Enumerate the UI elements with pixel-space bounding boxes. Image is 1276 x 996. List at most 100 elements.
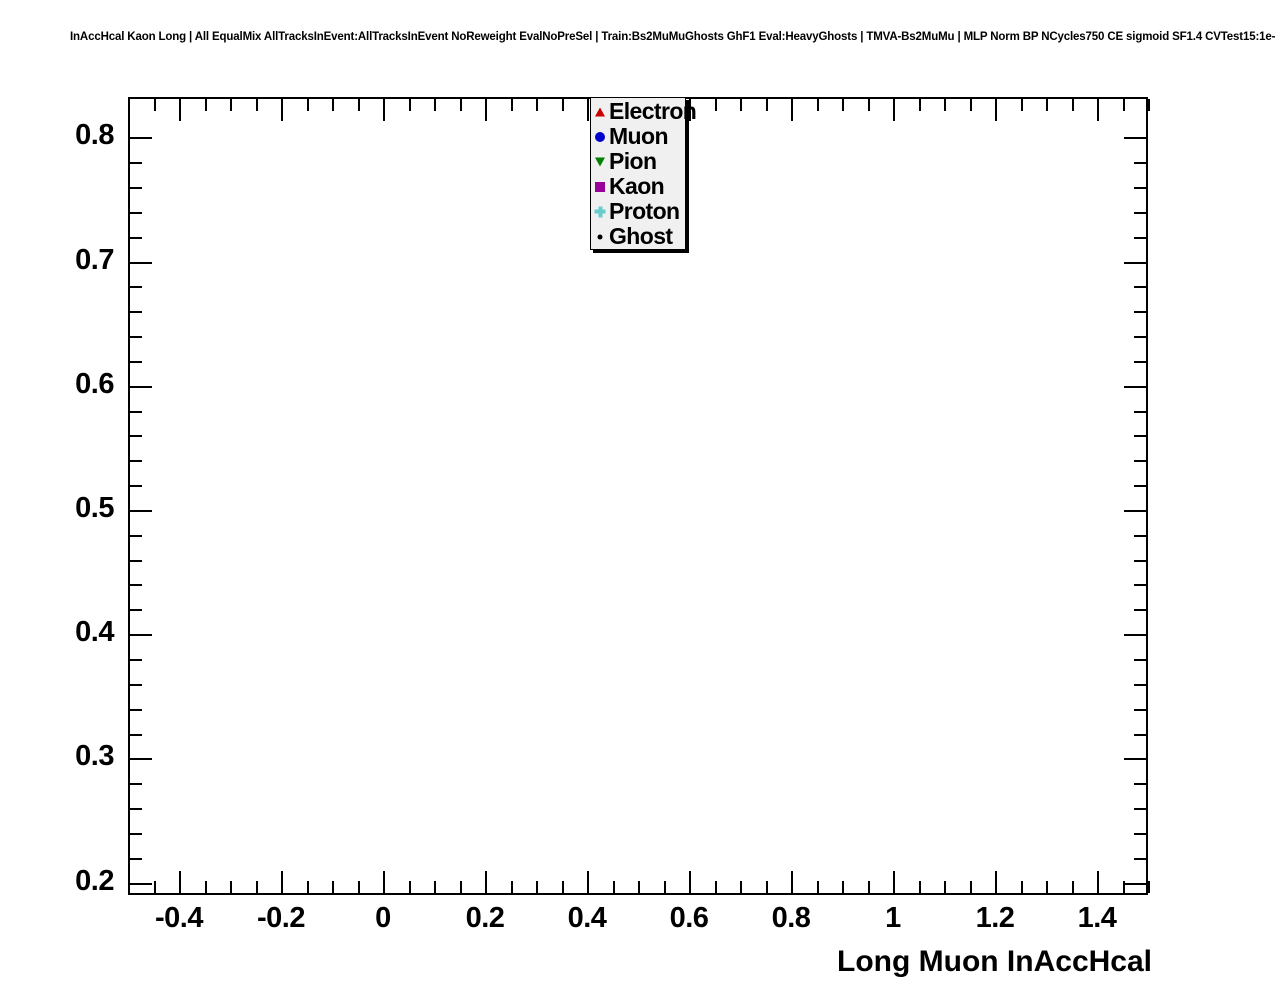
x-tick-minor bbox=[1020, 99, 1023, 111]
y-tick-major bbox=[130, 882, 152, 885]
y-tick-minor bbox=[130, 435, 142, 438]
x-tick-major bbox=[893, 871, 895, 893]
x-tick-minor bbox=[714, 881, 717, 893]
y-tick-major bbox=[1124, 758, 1146, 761]
y-tick-minor bbox=[130, 410, 142, 413]
y-tick-label: 0.6 bbox=[75, 367, 114, 400]
y-tick-major bbox=[130, 758, 152, 761]
legend-box[interactable]: Electron Muon Pion Kaon Proton Ghost bbox=[590, 97, 697, 250]
legend-entry-ghost[interactable]: Ghost bbox=[591, 223, 685, 249]
y-tick-major bbox=[1124, 634, 1146, 637]
y-tick-minor bbox=[130, 708, 142, 711]
y-tick-minor bbox=[1134, 360, 1146, 363]
x-tick-minor bbox=[128, 881, 130, 893]
legend-entry-kaon[interactable]: Kaon bbox=[591, 173, 685, 199]
y-tick-major bbox=[1124, 137, 1146, 140]
x-tick-major bbox=[995, 871, 997, 893]
y-tick-major bbox=[1124, 261, 1146, 264]
x-tick-minor bbox=[918, 881, 921, 893]
y-tick-minor bbox=[130, 783, 142, 786]
legend-marker-glyph bbox=[595, 107, 605, 116]
triangle-down-icon bbox=[591, 149, 609, 174]
x-tick-minor bbox=[1148, 99, 1150, 111]
x-tick-label: 1 bbox=[885, 902, 901, 934]
legend-label: Pion bbox=[609, 148, 657, 174]
y-tick-minor bbox=[130, 534, 142, 537]
y-tick-minor bbox=[1134, 609, 1146, 612]
x-tick-minor bbox=[842, 99, 844, 111]
x-tick-minor bbox=[408, 881, 411, 893]
x-tick-minor bbox=[816, 99, 819, 111]
x-tick-minor bbox=[306, 99, 309, 111]
y-tick-minor bbox=[130, 286, 142, 289]
x-tick-minor bbox=[1071, 99, 1074, 111]
x-tick-minor bbox=[1020, 881, 1023, 893]
x-tick-minor bbox=[230, 881, 232, 893]
x-tick-minor bbox=[332, 881, 334, 893]
legend-marker-glyph bbox=[594, 206, 606, 217]
x-tick-minor bbox=[944, 99, 946, 111]
x-tick-minor bbox=[561, 881, 564, 893]
x-tick-minor bbox=[612, 881, 615, 893]
legend-entry-electron[interactable]: Electron bbox=[591, 98, 697, 124]
y-tick-minor bbox=[130, 187, 142, 190]
y-tick-minor bbox=[1134, 162, 1146, 165]
y-tick-minor bbox=[130, 584, 142, 587]
legend-marker-glyph bbox=[597, 234, 603, 239]
x-tick-major bbox=[383, 99, 385, 121]
y-tick-label: 0.7 bbox=[75, 243, 114, 276]
x-tick-label: 0 bbox=[375, 902, 391, 934]
y-tick-label: 0.4 bbox=[75, 616, 114, 649]
x-tick-minor bbox=[153, 881, 156, 893]
y-tick-minor bbox=[1134, 659, 1146, 661]
x-tick-minor bbox=[561, 99, 564, 111]
y-tick-minor bbox=[1134, 808, 1146, 811]
x-tick-major bbox=[281, 99, 283, 121]
x-tick-minor bbox=[765, 99, 768, 111]
x-tick-minor bbox=[459, 881, 462, 893]
x-tick-minor bbox=[969, 881, 972, 893]
y-tick-minor bbox=[1134, 311, 1146, 314]
y-tick-minor bbox=[1134, 485, 1146, 488]
x-tick-major bbox=[689, 99, 691, 121]
legend-entry-pion[interactable]: Pion bbox=[591, 148, 685, 174]
x-tick-major bbox=[485, 99, 487, 121]
y-tick-minor bbox=[130, 808, 142, 811]
y-tick-minor bbox=[1134, 410, 1146, 413]
x-tick-minor bbox=[740, 99, 742, 111]
legend-entry-muon[interactable]: Muon bbox=[591, 123, 685, 149]
y-tick-major bbox=[130, 385, 152, 388]
y-tick-minor bbox=[1134, 857, 1146, 860]
circle-icon bbox=[591, 124, 609, 149]
x-tick-minor bbox=[816, 881, 819, 893]
x-tick-minor bbox=[663, 881, 666, 893]
y-tick-minor bbox=[130, 336, 142, 339]
x-tick-minor bbox=[918, 99, 921, 111]
y-tick-minor bbox=[130, 311, 142, 314]
x-tick-minor bbox=[306, 881, 309, 893]
legend-entry-proton[interactable]: Proton bbox=[591, 198, 685, 224]
x-tick-major bbox=[179, 99, 181, 121]
y-tick-minor bbox=[130, 162, 142, 165]
x-tick-label: 0.6 bbox=[669, 902, 709, 934]
x-tick-major bbox=[179, 871, 181, 893]
x-axis-title: Long Muon InAccHcal bbox=[837, 945, 1152, 978]
x-tick-minor bbox=[1046, 881, 1048, 893]
y-tick-minor bbox=[1134, 286, 1146, 289]
y-tick-minor bbox=[130, 559, 142, 562]
x-tick-major bbox=[995, 99, 997, 121]
x-tick-minor bbox=[459, 99, 462, 111]
legend-marker-glyph bbox=[595, 131, 605, 142]
x-tick-minor bbox=[510, 99, 513, 111]
y-tick-major bbox=[1124, 882, 1146, 885]
x-tick-major bbox=[1097, 871, 1099, 893]
x-tick-minor bbox=[255, 99, 258, 111]
y-tick-major bbox=[130, 261, 152, 264]
y-tick-major bbox=[130, 634, 152, 637]
y-tick-minor bbox=[130, 683, 142, 686]
y-tick-minor bbox=[130, 857, 142, 860]
x-tick-label: -0.4 bbox=[155, 902, 203, 934]
triangle-up-icon bbox=[591, 99, 609, 124]
legend-marker-glyph bbox=[595, 181, 605, 192]
